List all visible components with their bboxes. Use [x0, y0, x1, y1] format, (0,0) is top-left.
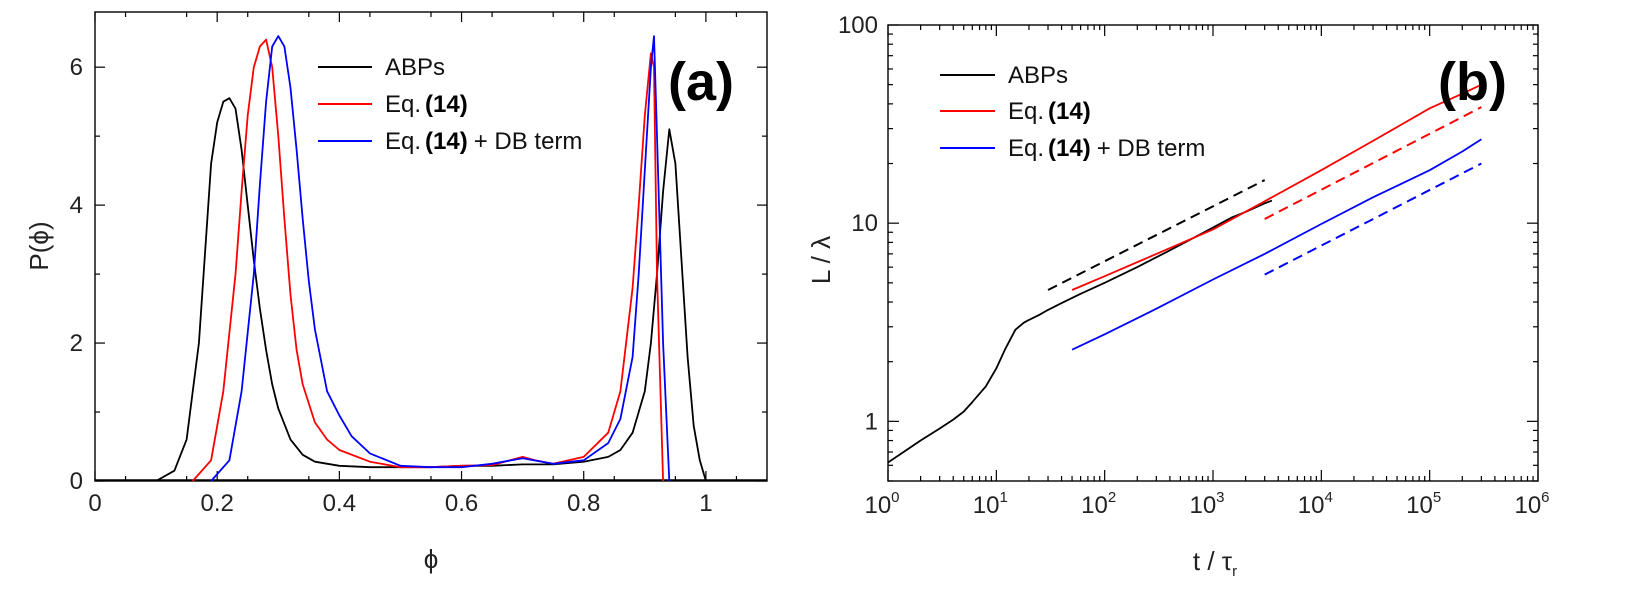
panel-a-ticks: 0 0.2 0.4 0.6 0.8 1 0 2 4 6: [70, 12, 767, 517]
panel-a-y-tick-label: 6: [70, 54, 83, 81]
legend-label-eq14: Eq. (14): [1008, 98, 1091, 125]
panel-b-ticks: 100 101 102 103 104 105 106 1 10 100: [838, 12, 1550, 519]
panel-b-y-axis-title: L / λ: [806, 236, 836, 284]
panel-b-series-line: [1071, 138, 1482, 351]
legend-eq-number: (14): [425, 128, 468, 155]
panel-b-series-line: [1071, 83, 1482, 291]
panel-a-y-tick-label: 4: [70, 192, 83, 219]
panel-b-x-tick-label: 101: [973, 489, 1008, 519]
panel-a: 0 0.2 0.4 0.6 0.8 1 0 2 4 6 ϕ P(ϕ) ABPs Eq. (14) E…: [24, 11, 768, 574]
panel-b-guide-line: [1264, 106, 1482, 220]
legend-eq-prefix: Eq.: [1008, 98, 1044, 125]
panel-a-series: [95, 35, 767, 482]
panel-a-y-axis-title: P(ϕ): [24, 221, 54, 270]
panel-a-x-tick-label: 1: [699, 490, 712, 517]
legend-label-abps: ABPs: [1008, 62, 1068, 89]
panel-b-x-tick-label: 104: [1298, 489, 1333, 519]
panel-b-x-tick-label: 102: [1081, 489, 1116, 519]
legend-label-abps: ABPs: [385, 54, 445, 81]
legend-db-suffix: + DB term: [474, 128, 583, 155]
panel-a-x-tick-label: 0: [88, 490, 101, 517]
panel-b-y-tick-label: 1: [865, 408, 878, 435]
panel-b-y-tick-label: 100: [838, 12, 878, 39]
panel-b-guide-line: [1047, 179, 1266, 291]
legend-eq-prefix: Eq.: [385, 91, 421, 118]
panel-b-x-tick-label: 106: [1514, 489, 1549, 519]
panel-b-x-tick-label: 103: [1189, 489, 1224, 519]
panel-a-x-tick-label: 0.8: [567, 490, 600, 517]
panel-a-series-line: [155, 97, 707, 482]
panel-b-guide-line: [1264, 162, 1482, 276]
legend-eq-prefix: Eq.: [385, 128, 421, 155]
panel-b-x-tick-label: 100: [864, 489, 899, 519]
panel-a-series-line: [192, 38, 664, 482]
panel-b-legend: ABPs Eq. (14) Eq. (14) + DB term: [940, 62, 1205, 162]
panel-a-x-tick-label: 0.6: [445, 490, 478, 517]
legend-eq-prefix: Eq.: [1008, 135, 1044, 162]
panel-a-series-line: [210, 35, 671, 482]
legend-eq-number: (14): [1048, 98, 1091, 125]
panel-a-x-tick-label: 0.4: [323, 490, 356, 517]
panel-a-y-tick-label: 0: [70, 468, 83, 495]
legend-eq-number: (14): [425, 91, 468, 118]
legend-eq-number: (14): [1048, 135, 1091, 162]
panel-b: 100 101 102 103 104 105 106 1 10 100 t / τr L / λ…: [806, 12, 1550, 580]
legend-label-eq14-db: Eq. (14) + DB term: [385, 128, 582, 155]
panel-b-x-tick-label: 105: [1406, 489, 1441, 519]
panel-a-y-tick-label: 2: [70, 330, 83, 357]
panel-b-series: [887, 83, 1482, 464]
legend-db-suffix: + DB term: [1097, 135, 1206, 162]
panel-a-x-tick-label: 0.2: [200, 490, 233, 517]
panel-a-x-axis-title: ϕ: [424, 544, 439, 574]
legend-label-eq14: Eq. (14): [385, 91, 468, 118]
panel-a-legend: ABPs Eq. (14) Eq. (14) + DB term: [318, 54, 582, 155]
panel-b-series-line: [887, 199, 1273, 464]
panel-b-x-axis-title: t / τr: [1193, 546, 1237, 580]
panel-b-y-tick-label: 10: [851, 210, 878, 237]
legend-label-eq14-db: Eq. (14) + DB term: [1008, 135, 1205, 162]
panel-b-label: (b): [1438, 52, 1507, 112]
panel-a-label: (a): [668, 52, 734, 112]
